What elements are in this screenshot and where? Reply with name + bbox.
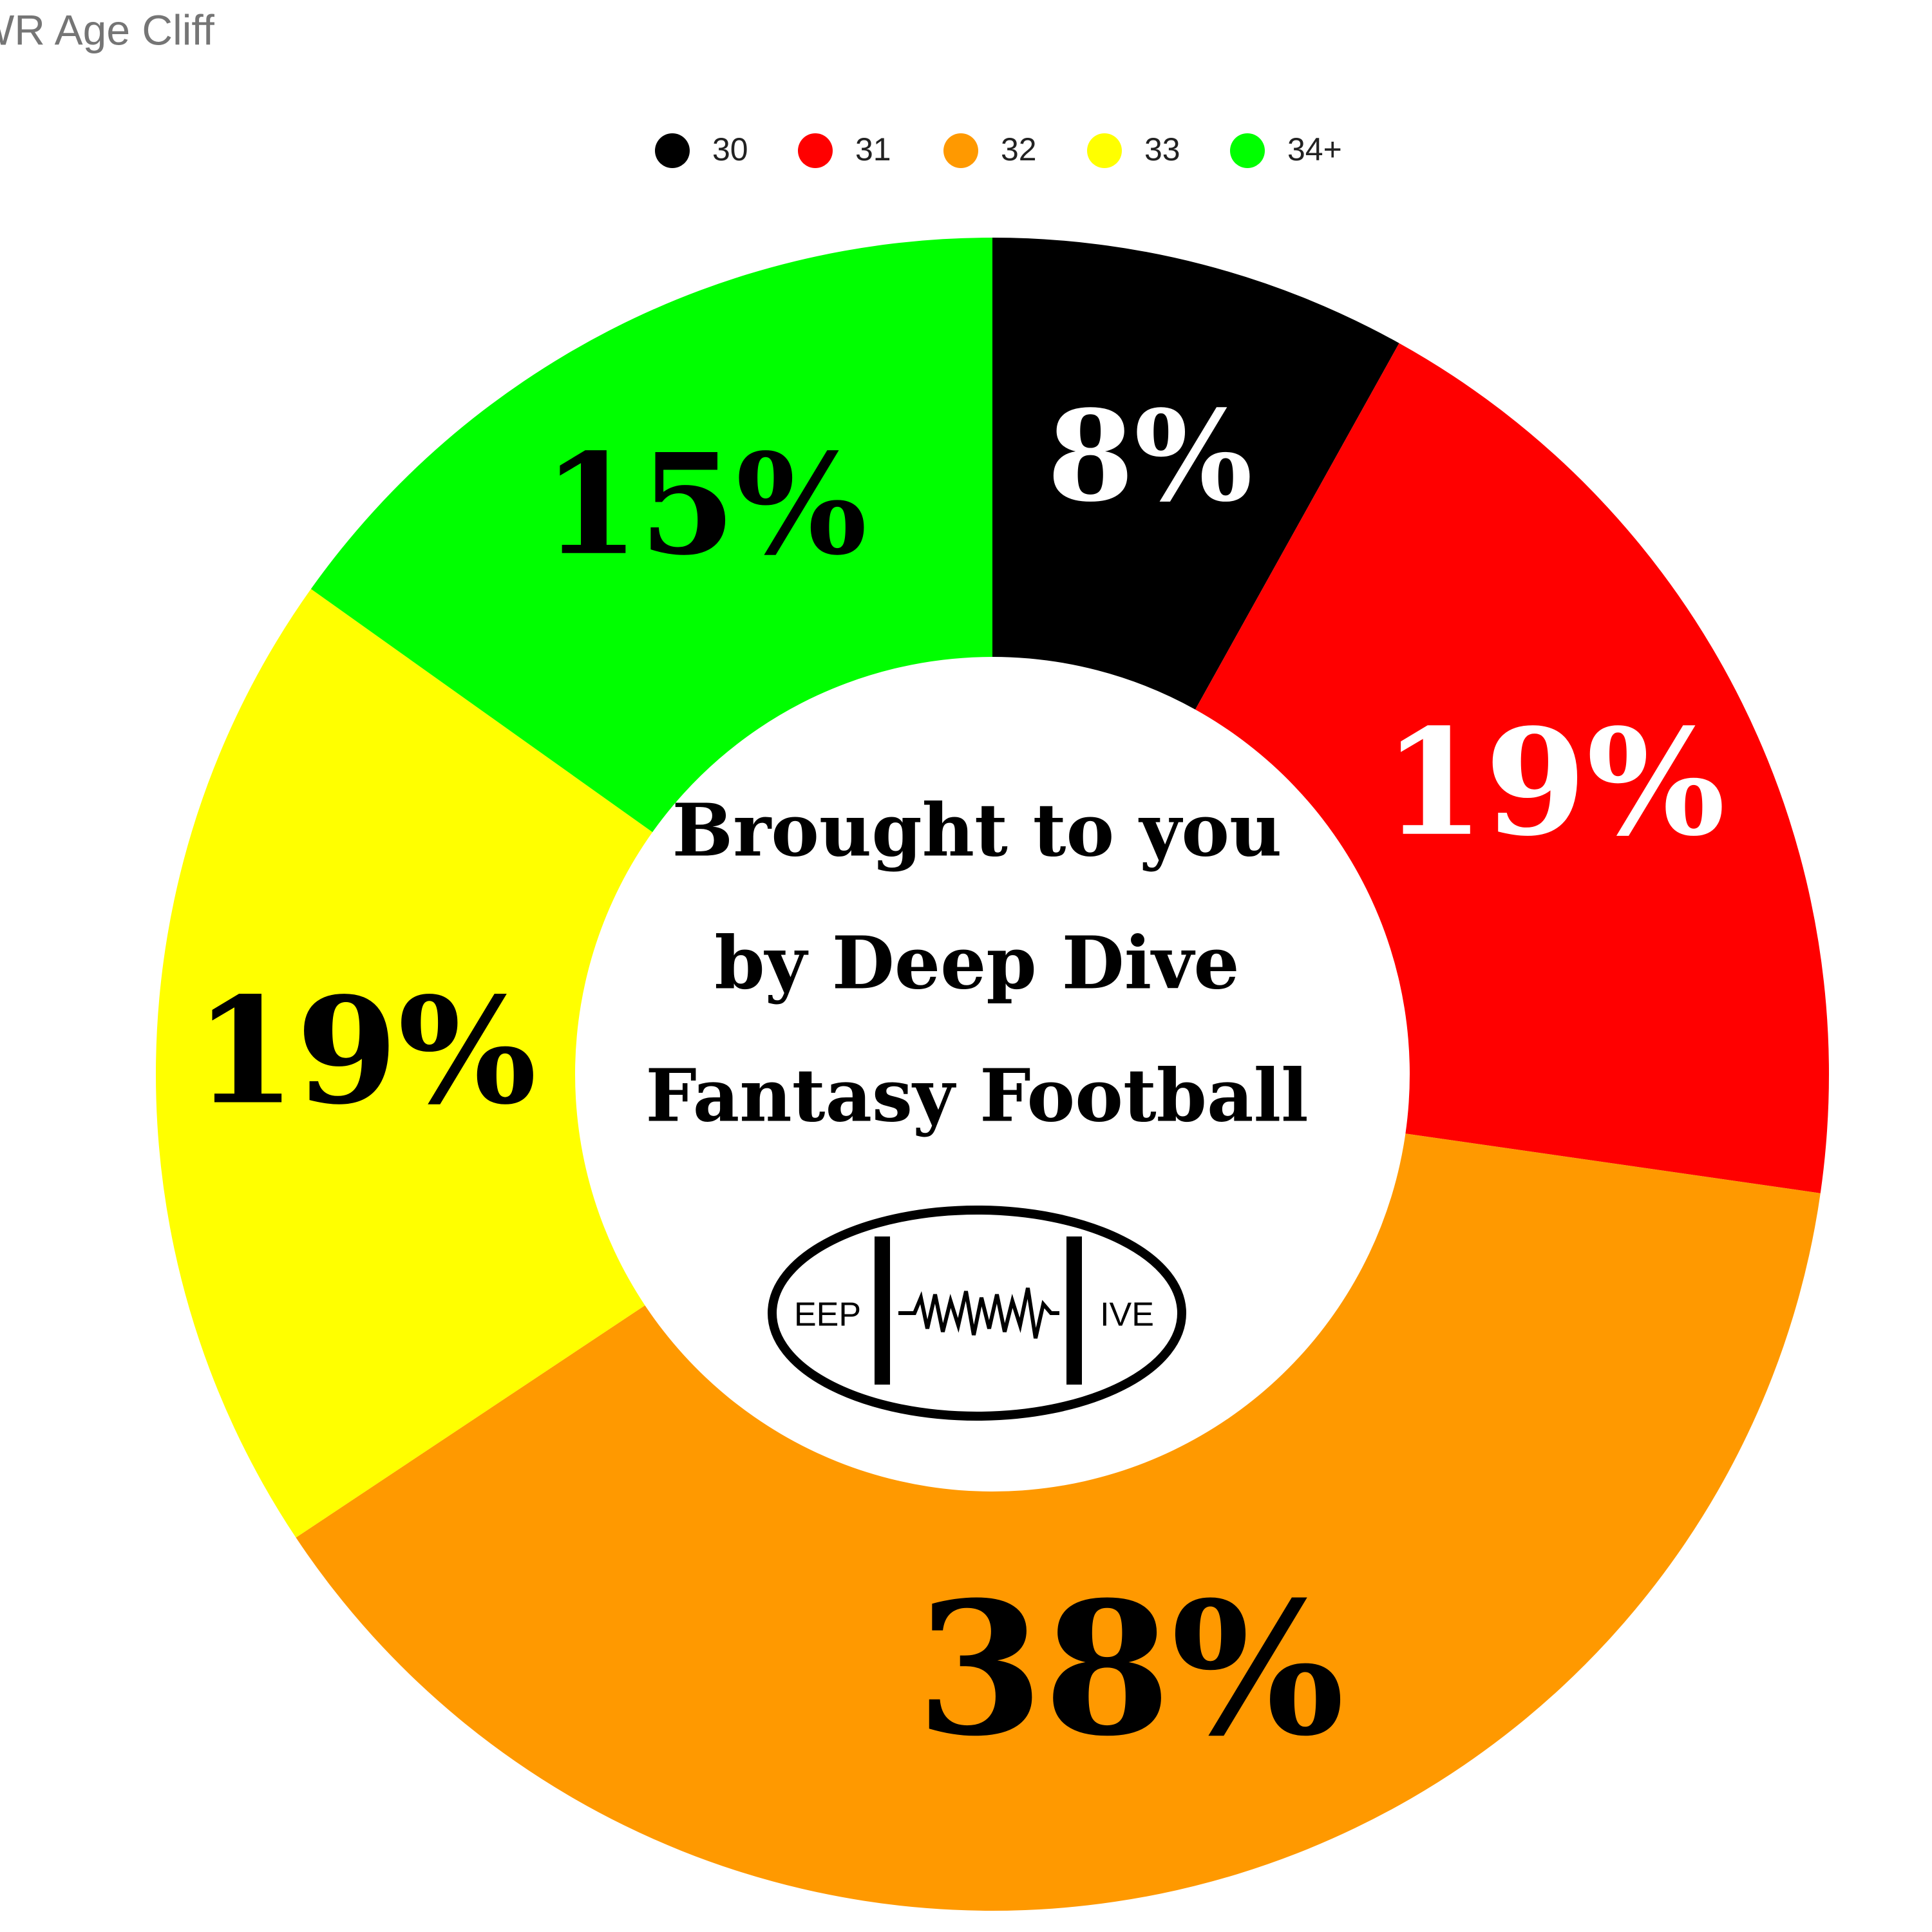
logo-ball <box>768 1206 1186 1421</box>
slices <box>156 238 1829 1911</box>
center-text: Brought to you <box>672 788 1282 873</box>
slice <box>156 589 653 1538</box>
slice <box>992 238 1399 710</box>
legend-label: 31 <box>855 131 891 167</box>
slice <box>310 238 992 833</box>
slice <box>296 1133 1821 1911</box>
legend-marker <box>798 133 833 168</box>
legend-label: 33 <box>1144 131 1180 167</box>
logo-text: EEP <box>794 1296 861 1334</box>
data-label: 38% <box>916 1561 1345 1776</box>
legend-marker <box>1230 133 1265 168</box>
chart-title: WR Age Cliff <box>0 6 215 53</box>
data-label: 19% <box>194 965 537 1137</box>
legend-marker <box>943 133 978 168</box>
slice <box>1195 343 1829 1193</box>
logo-text: IVE <box>1100 1296 1154 1334</box>
legend-marker <box>655 133 690 168</box>
logo: EEP IVE <box>768 1206 1186 1421</box>
legend-label: 32 <box>1001 131 1037 167</box>
data-label: 8% <box>1047 383 1253 529</box>
legend-label: 30 <box>712 131 748 167</box>
center-text: by Deep Dive <box>714 921 1239 1005</box>
logo-wave <box>898 1287 1059 1339</box>
legend-marker <box>1087 133 1122 168</box>
legend-label: 34+ <box>1287 131 1342 167</box>
center-text: Fantasy Football <box>645 1054 1308 1138</box>
data-label: 19% <box>1383 697 1725 869</box>
data-label: 15% <box>543 423 867 586</box>
